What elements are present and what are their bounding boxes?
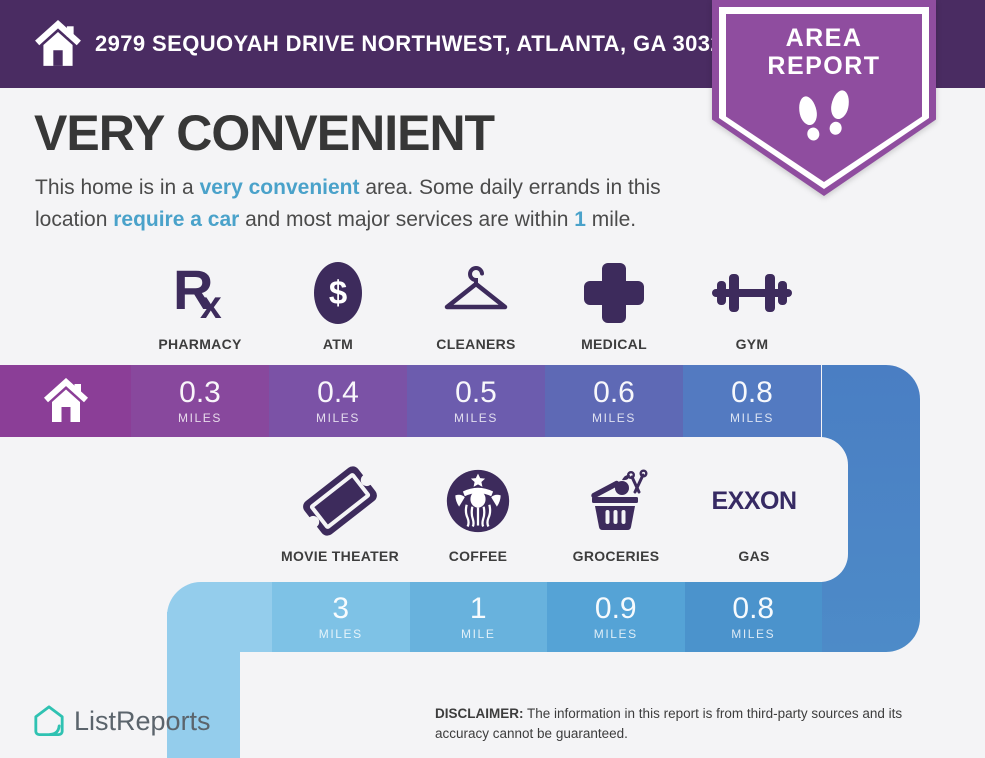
right-footprint: [826, 88, 852, 137]
desc-highlight-one: 1: [574, 208, 586, 231]
distance-segment: 0.3 MILES: [131, 365, 269, 437]
disclaimer-text: The information in this report is from t…: [435, 706, 903, 741]
distance-value: 0.8: [731, 375, 773, 409]
desc-highlight-require-car: require a car: [113, 208, 240, 231]
poi-label: MEDICAL: [581, 336, 647, 352]
poi-label: MOVIE THEATER: [281, 548, 399, 564]
distance-unit: MILES: [731, 626, 776, 641]
poi-groceries: GROCERIES: [547, 458, 685, 564]
distance-band-2: 3 MILES 1 MILE 0.9 MILES 0.8 MILES: [272, 582, 822, 652]
distance-segment: 0.9 MILES: [547, 582, 685, 652]
path-inner-card: [690, 437, 848, 582]
distance-segment: 0.8 MILES: [684, 582, 822, 652]
distance-segment: 0.8 MILES: [683, 365, 821, 437]
badge-title-line1: AREA: [785, 24, 863, 52]
dumbbell-icon: [712, 272, 792, 314]
listreports-logo: ListReports: [33, 703, 211, 739]
home-icon: [43, 378, 88, 422]
exxon-logo: EXXON: [711, 486, 797, 515]
poi-label: GYM: [735, 336, 769, 352]
area-report-badge: AREA REPORT: [712, 0, 936, 196]
distance-segment: 0.4 MILES: [269, 365, 407, 437]
medical-cross-icon: [583, 262, 645, 324]
poi-atm: $ ATM: [269, 254, 407, 352]
disclaimer: DISCLAIMER: The information in this repo…: [435, 704, 955, 744]
distance-segment: 0.6 MILES: [545, 365, 683, 437]
distance-segment: 1 MILE: [409, 582, 547, 652]
desc-part4: and most major services are within: [239, 208, 575, 231]
distance-value: 0.8: [732, 591, 775, 625]
distance-unit: MILES: [453, 410, 498, 425]
distance-unit: MILES: [729, 410, 774, 425]
distance-segment: 0.5 MILES: [407, 365, 545, 437]
distance-value: 0.6: [593, 375, 635, 409]
distance-value: 0.5: [455, 375, 497, 409]
distance-unit: MILE: [461, 626, 496, 641]
poi-gym: GYM: [683, 254, 821, 352]
distance-value: 3: [332, 591, 350, 625]
poi-medical: MEDICAL: [545, 254, 683, 352]
poi-coffee: COFFEE: [409, 458, 547, 564]
home-segment: [0, 365, 131, 437]
distance-value: 0.3: [179, 375, 221, 409]
distance-unit: MILES: [593, 626, 638, 641]
poi-label: COFFEE: [448, 548, 508, 564]
distance-value: 0.9: [594, 591, 637, 625]
dollar-icon: $: [314, 262, 362, 324]
page-title: VERY CONVENIENT: [34, 105, 495, 161]
distance-band-1: 0.3 MILES 0.4 MILES 0.5 MILES 0.6 MILES …: [0, 365, 821, 437]
starbucks-siren-icon: [446, 469, 510, 533]
footprints-icon: [787, 88, 861, 148]
distance-value: 1: [469, 591, 487, 625]
path-bottom-strip: [167, 612, 240, 758]
ticket-icon: [300, 463, 380, 539]
distance-unit: MILES: [315, 410, 360, 425]
poi-gas: EXXON GAS: [685, 458, 823, 565]
poi-label: PHARMACY: [158, 336, 242, 352]
poi-movie-theater: MOVIE THEATER: [271, 458, 409, 564]
brand-name: ListReports: [74, 705, 211, 736]
poi-label: CLEANERS: [436, 336, 516, 352]
home-icon: [35, 20, 81, 66]
desc-part5: mile.: [585, 208, 637, 231]
listreports-house-icon: [34, 705, 64, 737]
badge-title-line2: REPORT: [767, 52, 881, 80]
badge-content: AREA REPORT: [712, 0, 936, 196]
distance-segment: 3 MILES: [272, 582, 410, 652]
distance-unit: MILES: [177, 410, 222, 425]
grocery-basket-icon: [591, 469, 648, 530]
path-inner-corner: [240, 652, 292, 710]
distance-unit: MILES: [591, 410, 636, 425]
hanger-icon: [444, 266, 508, 310]
desc-part3: location: [35, 208, 114, 231]
desc-highlight-very-convenient: very convenient: [199, 176, 360, 199]
poi-label: GROCERIES: [572, 548, 660, 564]
left-footprint: [796, 94, 823, 143]
distance-unit: MILES: [318, 626, 363, 641]
distance-value: 0.4: [317, 375, 359, 409]
poi-cleaners: CLEANERS: [407, 254, 545, 352]
desc-part1: This home is in a: [35, 176, 200, 199]
property-address: 2979 SEQUOYAH DRIVE NORTHWEST, ATLANTA, …: [95, 31, 736, 56]
poi-row-2: MOVIE THEATER COFFEE: [271, 458, 823, 564]
poi-label: GAS: [738, 548, 770, 564]
disclaimer-label: DISCLAIMER:: [435, 706, 524, 721]
desc-part2: area. Some daily errands in this: [359, 176, 661, 199]
convenience-description: This home is in a very convenient area. …: [35, 172, 715, 236]
poi-label: ATM: [322, 336, 354, 352]
